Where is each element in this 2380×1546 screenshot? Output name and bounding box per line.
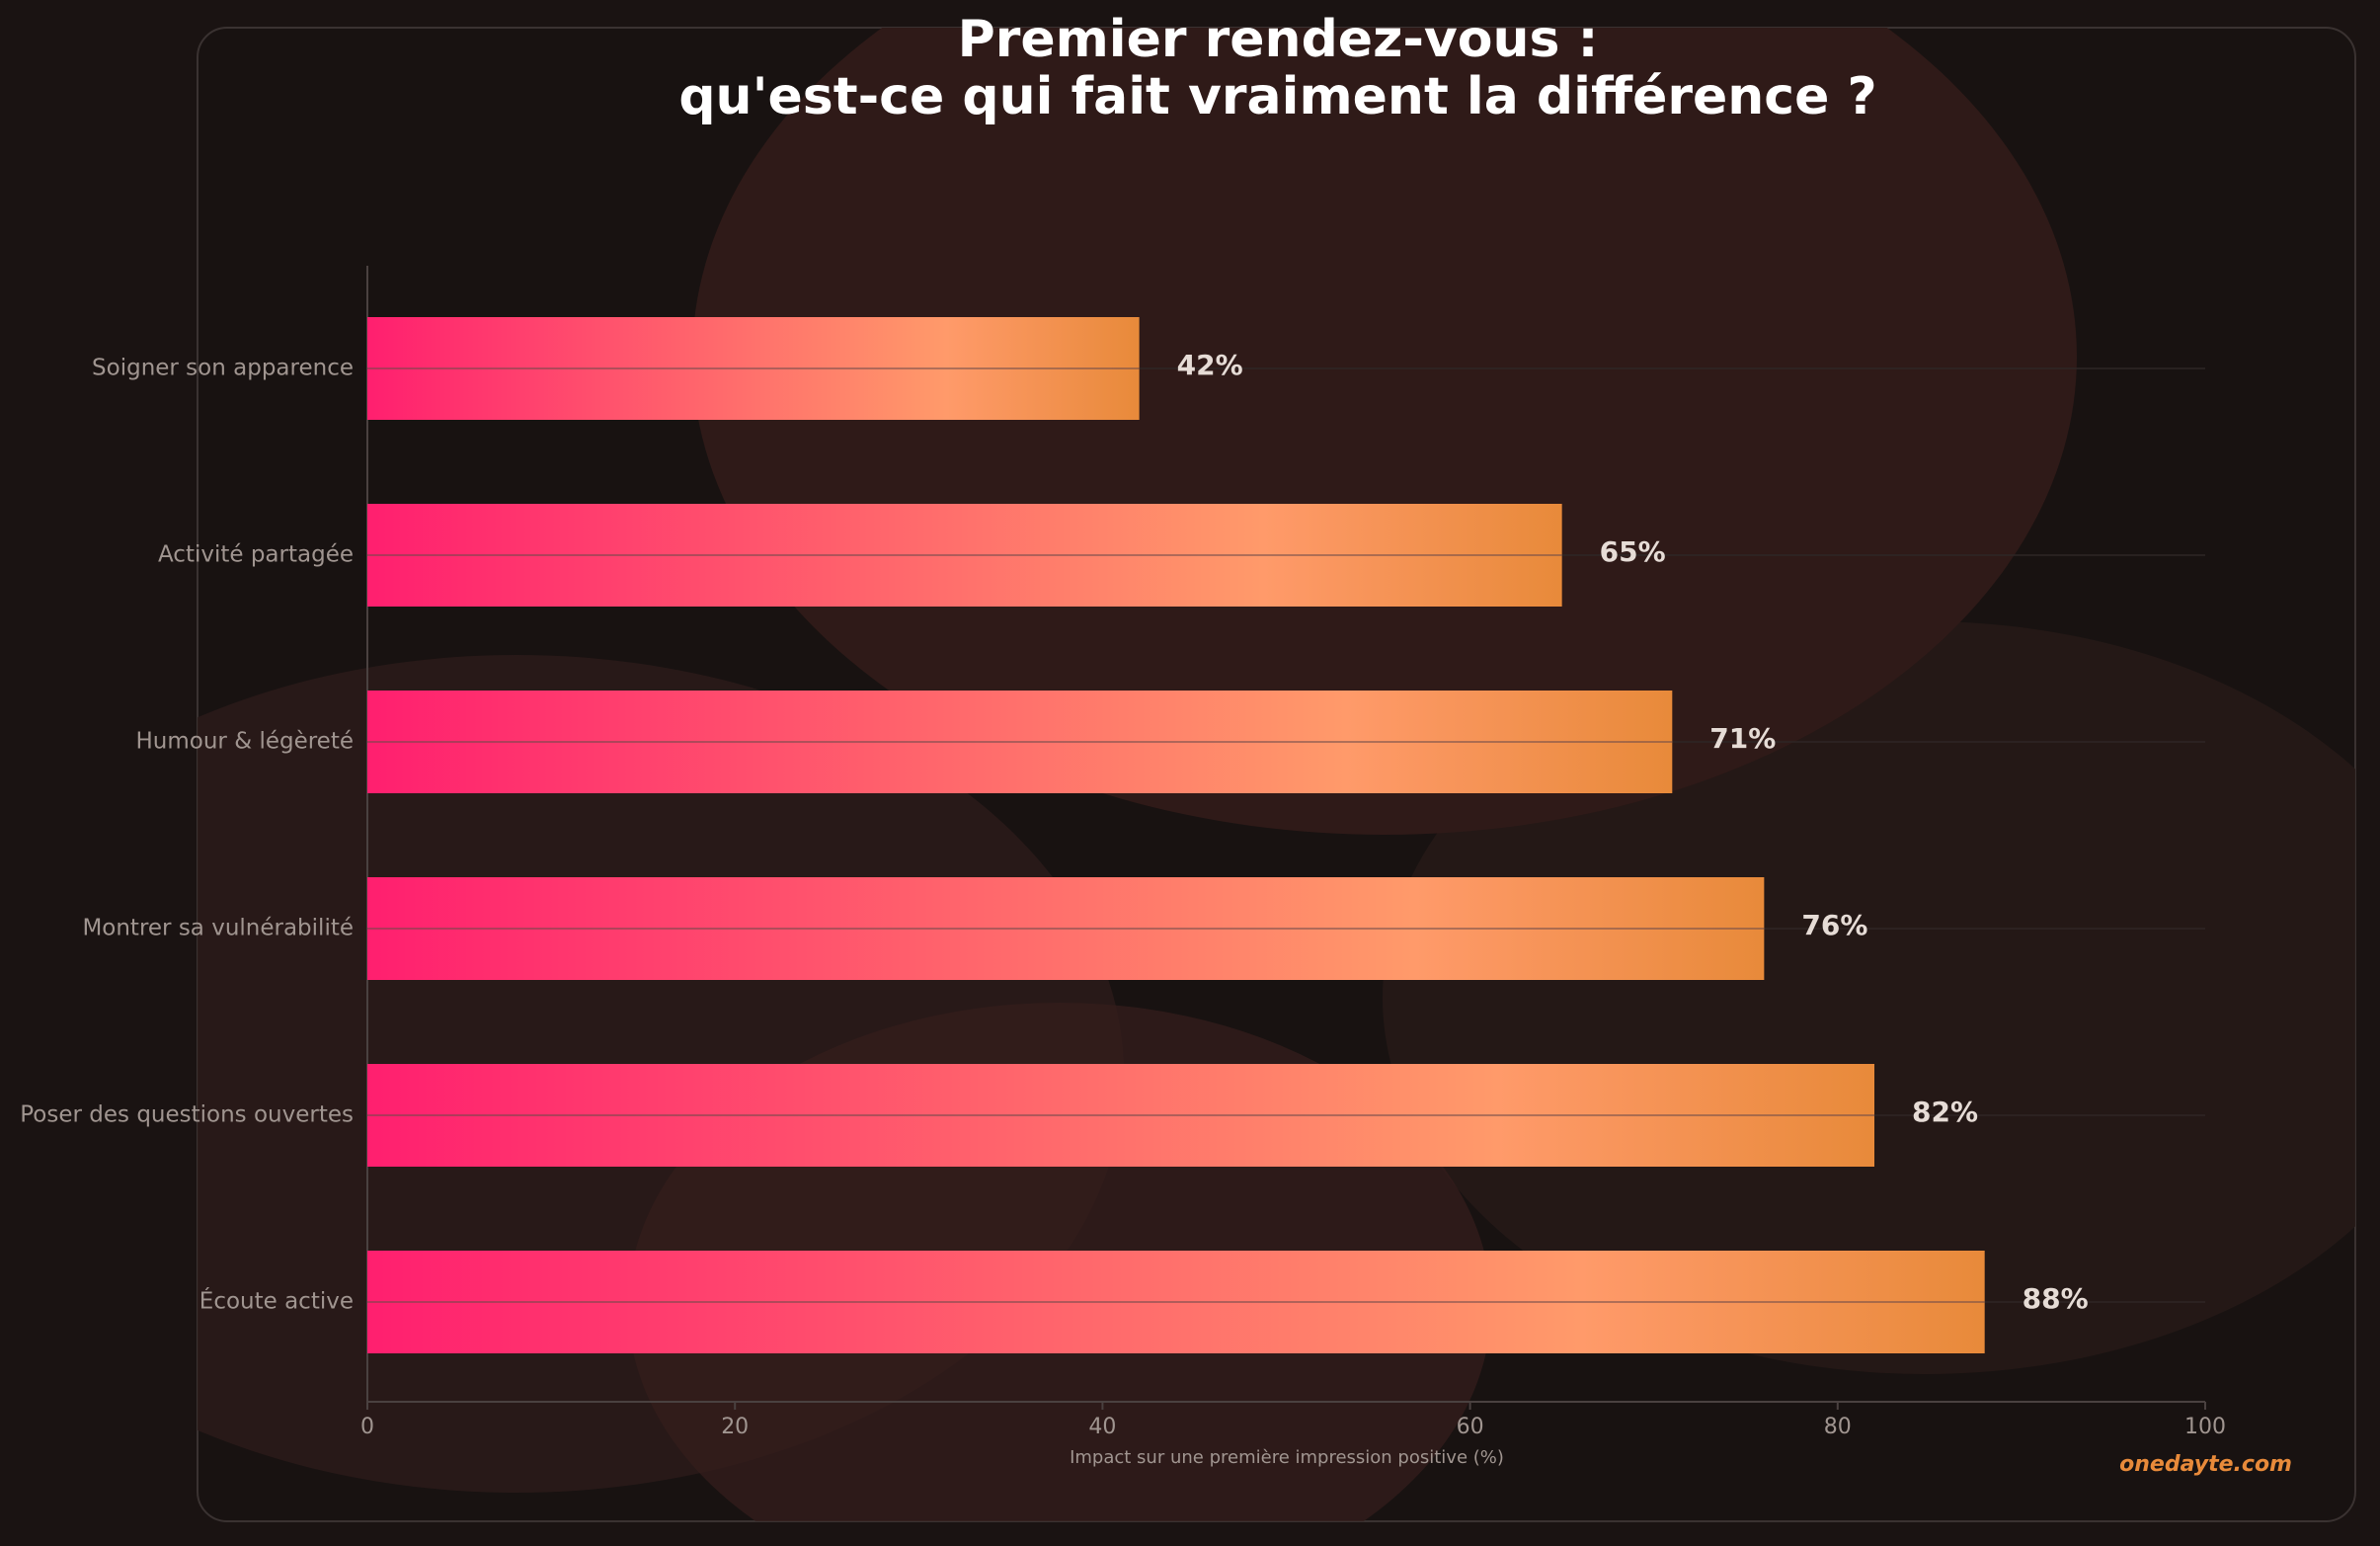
y-tick-label: Écoute active [199,1287,354,1315]
x-tick-label: 80 [1824,1415,1852,1439]
y-tick-label: Humour & légèreté [136,729,355,755]
watermark: onedayte.com [2119,1452,2292,1477]
value-label: 42% [1177,349,1243,381]
value-label: 88% [2023,1282,2089,1315]
value-label: 82% [1912,1096,1978,1128]
x-tick-label: 0 [360,1415,374,1439]
x-tick-label: 100 [2184,1415,2226,1439]
x-tick-label: 60 [1457,1415,1484,1439]
value-label: 76% [1801,909,1867,941]
value-label: 71% [1709,722,1776,755]
x-tick-label: 20 [721,1415,749,1439]
chart-title: Premier rendez-vous : [958,10,1599,69]
y-tick-label: Soigner son apparence [92,356,354,381]
x-tick-label: 40 [1088,1415,1116,1439]
y-tick-label: Montrer sa vulnérabilité [82,916,354,941]
y-tick-label: Poser des questions ouvertes [20,1102,354,1128]
value-label: 65% [1600,535,1666,568]
x-axis-label: Impact sur une première impression posit… [1070,1447,1504,1468]
chart-subtitle: qu'est-ce qui fait vraiment la différenc… [678,67,1876,126]
y-tick-label: Activité partagée [158,542,354,568]
